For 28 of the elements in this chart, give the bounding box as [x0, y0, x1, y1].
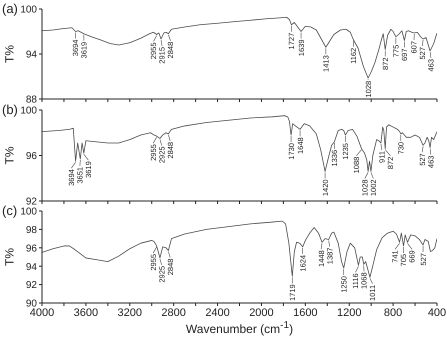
y-tick-label: 96 [26, 243, 38, 254]
x-tick-label: 2000 [249, 306, 274, 319]
x-tick-label: 1600 [293, 306, 318, 319]
x-tick-label: 400 [428, 306, 446, 319]
y-tick-label: 100 [20, 4, 38, 16]
y-axis-title: T% [2, 44, 16, 63]
x-tick-label: 2400 [205, 306, 230, 319]
chart-title: (b) [2, 102, 18, 117]
y-tick-label: 94 [26, 262, 38, 273]
y-axis-title: T% [2, 146, 16, 164]
x-tick-label: 1200 [336, 306, 362, 319]
x-tick-label: 800 [384, 306, 402, 319]
y-tick-label: 100 [20, 106, 38, 117]
y-tick-label: 98 [26, 224, 38, 236]
chart-title: (c) [2, 203, 18, 218]
x-axis-title: Wavenumber (cm$^{-1}$) [184, 320, 294, 336]
x-tick-label: 4000 [30, 306, 54, 319]
chart-title: (a) [2, 1, 18, 16]
y-tick-label: 92 [26, 280, 38, 292]
y-tick-label: 100 [20, 206, 38, 218]
y-tick-label: 88 [26, 94, 38, 106]
x-tick-label: 2800 [161, 306, 186, 319]
y-tick-label: 96 [26, 151, 38, 162]
x-tick-label: 3600 [74, 306, 98, 319]
y-tick-label: 92 [26, 196, 38, 208]
y-axis-title: T% [2, 248, 16, 266]
x-tick-label: 3200 [118, 306, 142, 319]
y-tick-label: 94 [26, 50, 38, 61]
